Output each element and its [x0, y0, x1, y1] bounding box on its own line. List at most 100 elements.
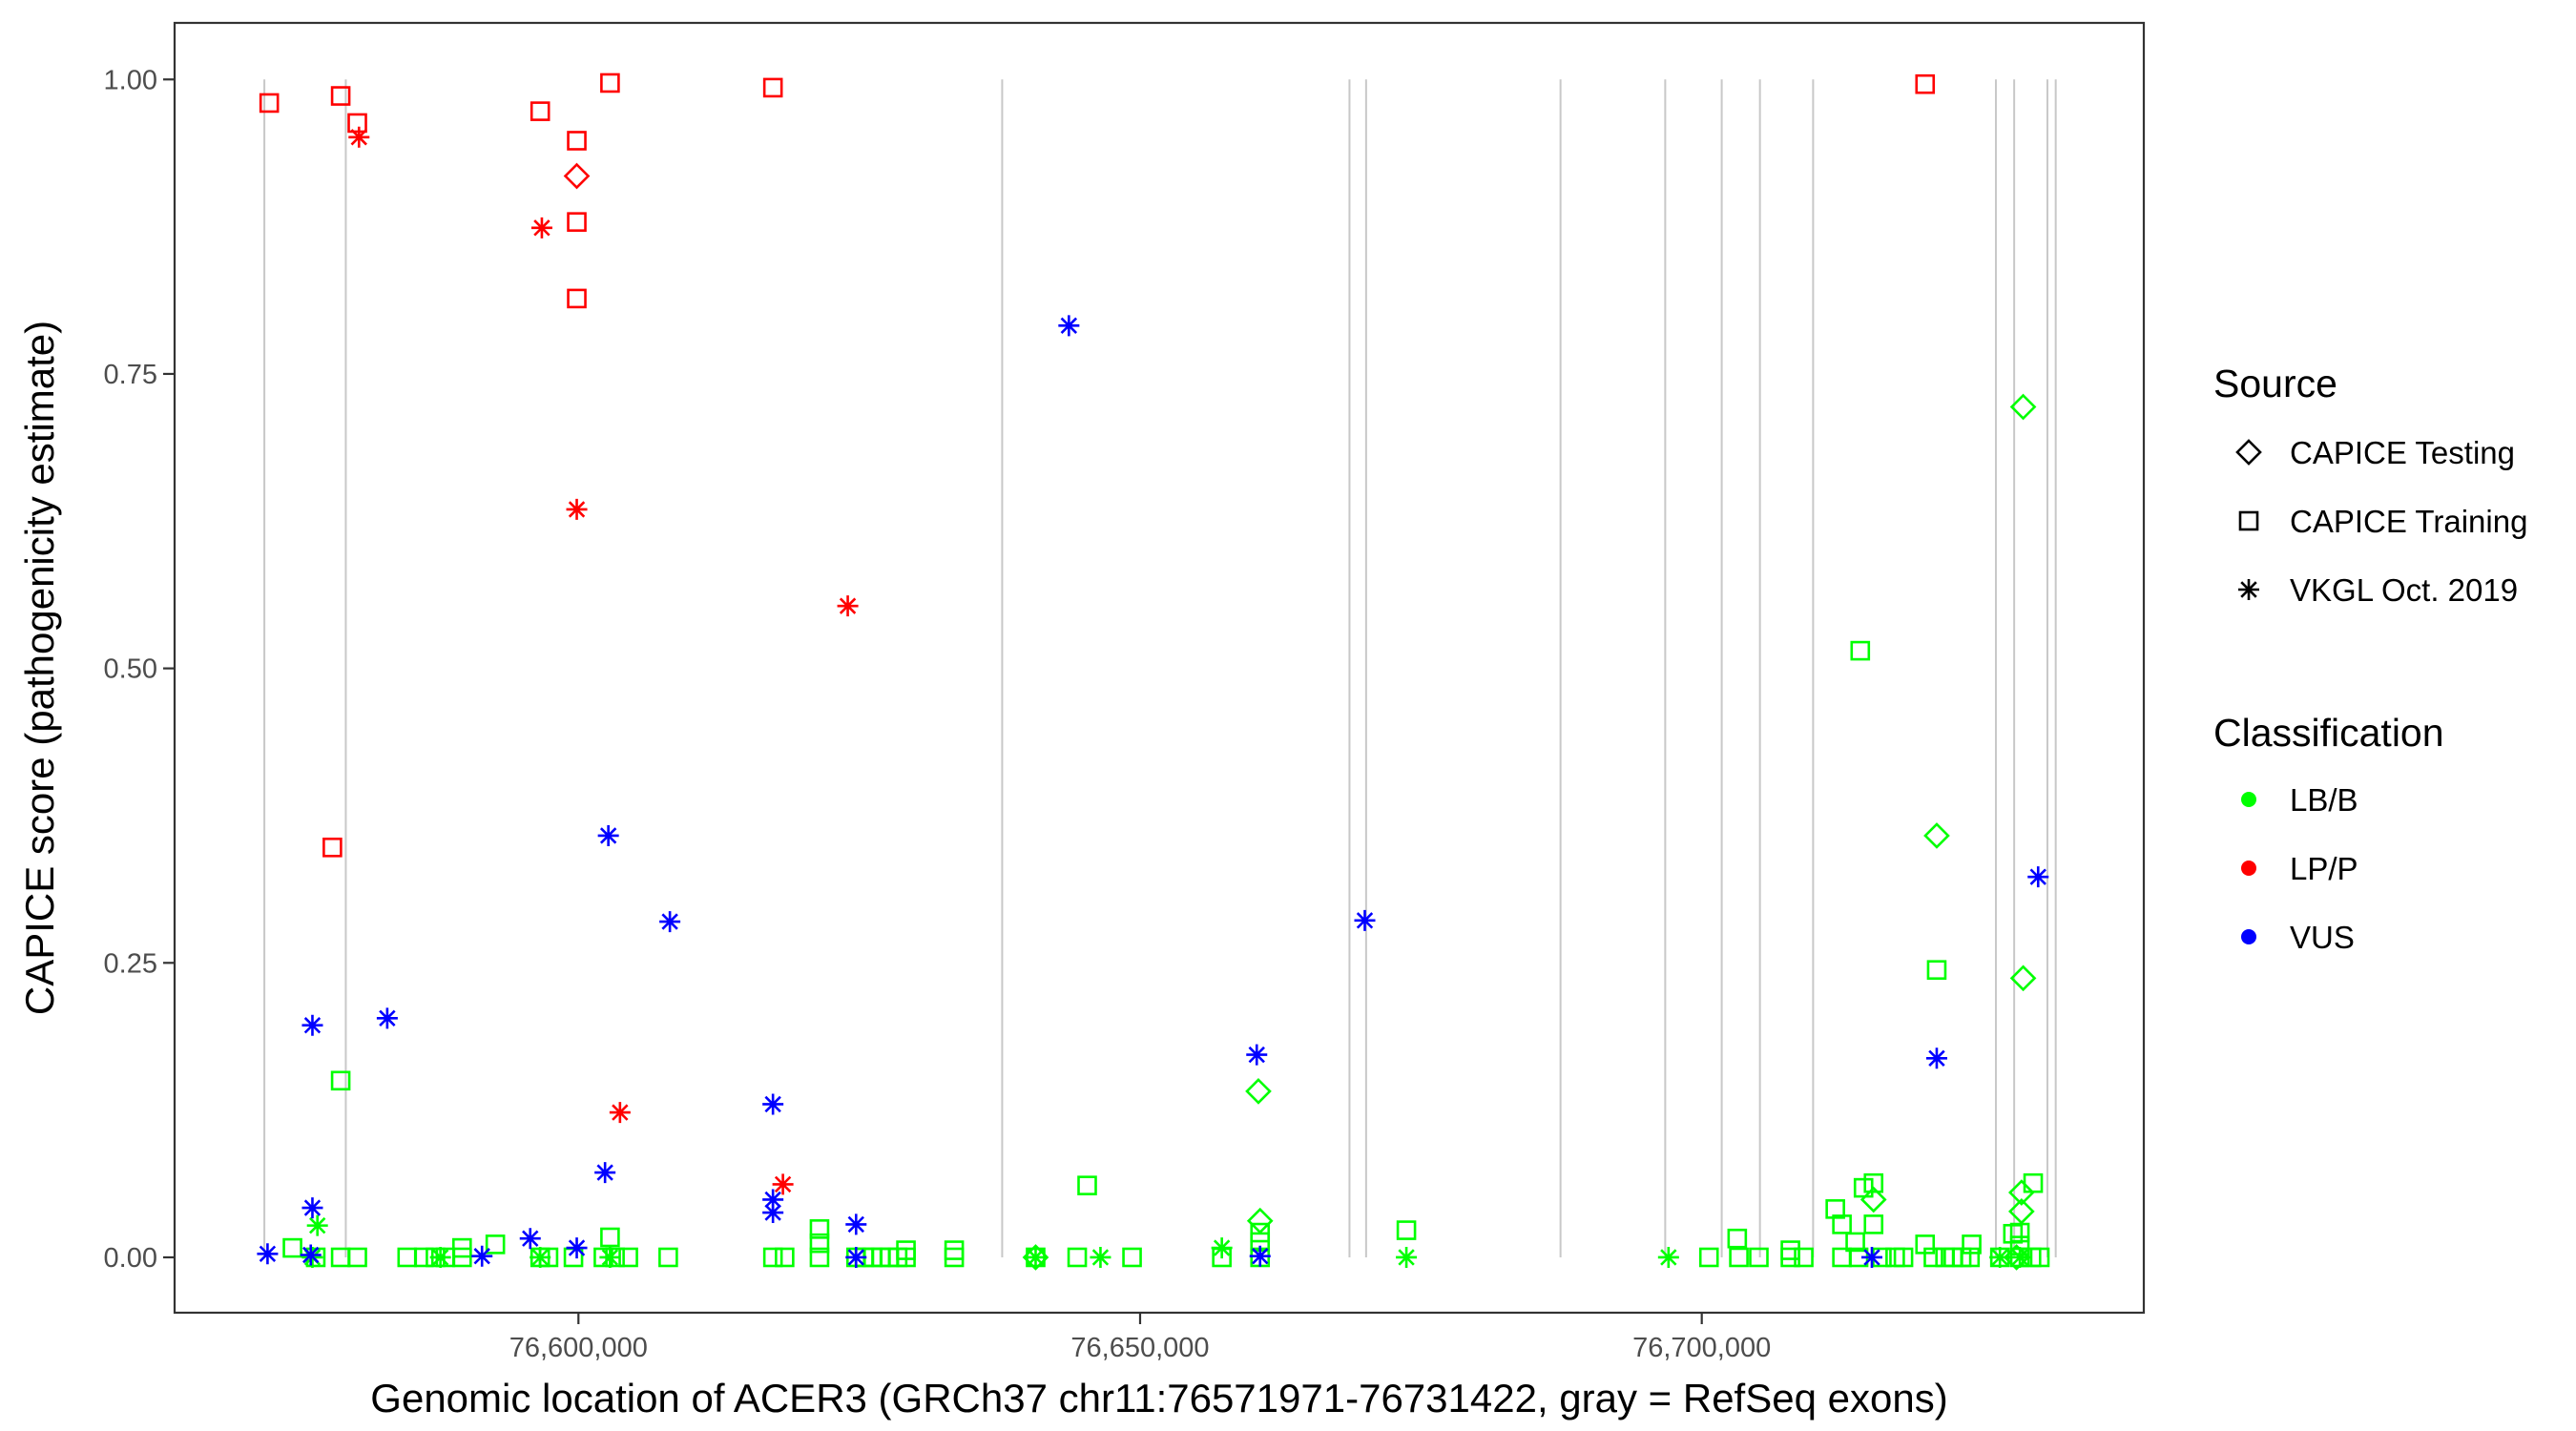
y-tick-label: 0.50: [104, 654, 157, 685]
data-point-square: [1845, 1232, 1865, 1253]
data-point-square: [809, 1247, 830, 1268]
data-point-asterisk: [300, 1244, 322, 1266]
y-axis-title: CAPICE score (pathogenicity estimate): [17, 321, 62, 1015]
data-point-square: [1729, 1247, 1749, 1268]
data-point-square: [1915, 73, 1936, 94]
data-point-square: [2029, 1247, 2050, 1268]
data-point-square: [658, 1247, 678, 1268]
data-point-square: [485, 1234, 506, 1255]
data-point-asterisk: [1989, 1246, 2011, 1268]
x-tick-label: 76,650,000: [1070, 1333, 1209, 1363]
legend-square-icon: [2238, 510, 2259, 531]
data-point-square: [1396, 1220, 1417, 1240]
legend-asterisk-icon: [2238, 579, 2259, 600]
legend-diamond-icon: [2235, 439, 2262, 466]
data-point-asterisk: [306, 1214, 328, 1236]
data-point-asterisk: [845, 1246, 867, 1268]
data-point-square: [347, 113, 367, 134]
data-point-asterisk: [1861, 1246, 1882, 1268]
data-point-square: [330, 86, 351, 106]
data-point-square: [1749, 1247, 1769, 1268]
data-point-diamond: [2009, 393, 2037, 421]
data-point-square: [1923, 1247, 1943, 1268]
legend-source-label: VKGL Oct. 2019: [2290, 572, 2518, 608]
x-tick-label: 76,600,000: [509, 1333, 648, 1363]
data-point-square: [259, 93, 280, 114]
exon-lines: [263, 79, 2057, 1257]
legend-classification-label: LP/P: [2290, 851, 2358, 886]
data-point-asterisk: [609, 1102, 631, 1124]
data-point-square: [1850, 640, 1871, 661]
data-point-asterisk: [599, 1246, 621, 1268]
data-point-square: [2003, 1223, 2024, 1244]
data-point-square: [347, 1247, 367, 1268]
data-point-asterisk: [1211, 1237, 1233, 1259]
legend-classification-label: LB/B: [2290, 782, 2358, 818]
data-point-asterisk: [530, 1246, 551, 1268]
data-point-asterisk: [597, 824, 619, 846]
data-point-square: [600, 73, 620, 93]
data-point-square: [567, 288, 587, 309]
data-point-square: [282, 1237, 302, 1258]
data-point-asterisk: [1354, 909, 1376, 931]
data-point-square: [1780, 1247, 1800, 1268]
legend-source-label: CAPICE Testing: [2290, 435, 2515, 470]
legend: Source CAPICE Testing CAPICE Training VKGL…: [2213, 362, 2527, 955]
data-point-square: [1832, 1214, 1852, 1234]
data-point-asterisk: [257, 1243, 279, 1265]
legend-source-title: Source: [2213, 362, 2337, 405]
data-point-asterisk: [376, 1007, 398, 1029]
data-point-asterisk: [566, 1237, 588, 1259]
data-point-asterisk: [348, 126, 370, 148]
x-axis-title: Genomic location of ACER3 (GRCh37 chr11:…: [370, 1376, 1947, 1421]
legend-classification-items: LB/B LP/P VUS: [2241, 782, 2358, 955]
data-point-square: [567, 131, 587, 151]
data-point-square: [775, 1247, 795, 1268]
data-point-square: [451, 1247, 472, 1268]
data-point-asterisk: [762, 1202, 784, 1224]
data-point-square: [1863, 1172, 1884, 1193]
data-point-square: [567, 212, 587, 232]
data-point-asterisk: [301, 1014, 323, 1036]
data-point-diamond: [563, 162, 591, 190]
legend-color-dot-icon: [2241, 929, 2256, 944]
data-point-diamond: [2007, 1197, 2035, 1225]
data-point-asterisk: [2027, 866, 2049, 888]
data-point-square: [1077, 1175, 1097, 1195]
data-point-asterisk: [837, 595, 859, 617]
x-tick-label: 76,700,000: [1632, 1333, 1771, 1363]
data-point-asterisk: [566, 498, 588, 520]
data-point-diamond: [2007, 1179, 2035, 1206]
data-point-diamond: [2009, 964, 2037, 992]
data-point-asterisk: [762, 1189, 784, 1211]
data-point-asterisk: [1249, 1245, 1271, 1267]
data-point-square: [1960, 1247, 1981, 1268]
data-point-square: [1122, 1247, 1142, 1268]
y-tick-label: 0.25: [104, 948, 157, 979]
data-point-asterisk: [1246, 1044, 1268, 1066]
y-axis-ticks: 0.00 0.25 0.50 0.75 1.00: [104, 65, 175, 1274]
data-point-asterisk: [1090, 1246, 1111, 1268]
y-tick-label: 1.00: [104, 65, 157, 95]
plot-panel-background: [175, 23, 2144, 1313]
x-axis-ticks: 76,600,000 76,650,000 76,700,000: [509, 1313, 1771, 1363]
data-point-square: [1067, 1247, 1088, 1268]
data-point-square: [1893, 1247, 1914, 1268]
data-point-diamond: [1859, 1186, 1887, 1213]
data-point-square: [322, 837, 343, 858]
data-point-square: [530, 101, 551, 121]
data-point-square: [896, 1247, 916, 1268]
y-tick-label: 0.75: [104, 360, 157, 390]
data-point-square: [809, 1219, 830, 1239]
data-point-asterisk: [1025, 1246, 1047, 1268]
data-point-square: [1727, 1228, 1748, 1249]
data-point-asterisk: [1657, 1246, 1679, 1268]
data-point-square: [1825, 1199, 1845, 1219]
data-point-asterisk: [772, 1173, 794, 1195]
data-point-diamond: [1022, 1244, 1049, 1271]
data-point-asterisk: [762, 1093, 784, 1115]
data-point-square: [762, 77, 783, 98]
data-point-square: [1926, 960, 1947, 981]
data-point-asterisk: [2009, 1246, 2031, 1268]
data-point-square: [1794, 1247, 1814, 1268]
